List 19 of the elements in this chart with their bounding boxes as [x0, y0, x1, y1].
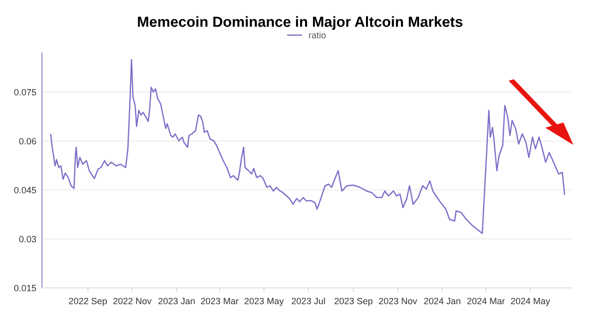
x-tick-label: 2022 Nov: [113, 298, 152, 304]
x-tick-label: 2023 Jul: [292, 298, 325, 304]
x-tick-label: 2024 May: [510, 298, 550, 306]
x-tick-label: 2024 Jan: [424, 298, 460, 304]
y-tick-label: 0.015: [14, 284, 36, 292]
x-tick-label: 2023 May: [244, 298, 284, 306]
x-tick-label: 2023 Jan: [158, 298, 195, 304]
y-tick-label: 0.03: [19, 236, 36, 242]
x-tick-label: 2023 Sep: [334, 298, 372, 306]
x-tick-label: 2023 Mar: [200, 298, 238, 304]
x-tick-label: 2022 Sep: [68, 298, 107, 306]
legend-label: ratio: [309, 32, 326, 38]
chart-title: Memecoin Dominance in Major Altcoin Markets: [138, 16, 462, 30]
line-series: [50, 58, 566, 234]
y-tick-label: 0.075: [14, 89, 36, 96]
y-tick-label: 0.045: [14, 186, 36, 194]
x-tick-label: 2024 Mar: [467, 298, 505, 304]
x-tick-label: 2023 Nov: [379, 298, 418, 304]
y-tick-label: 0.06: [19, 138, 36, 144]
